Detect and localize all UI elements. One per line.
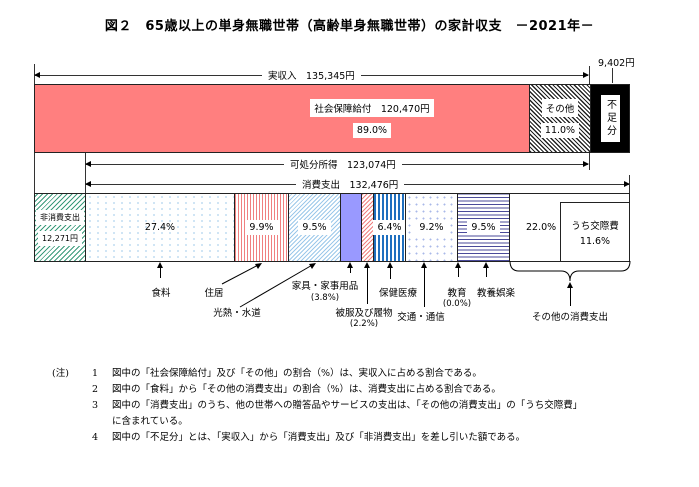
category-culture: 教養娯楽 bbox=[476, 288, 516, 299]
utilities-segment: 9.5% bbox=[288, 193, 341, 262]
note-text: に含まれている。 bbox=[112, 416, 188, 427]
note-number bbox=[92, 414, 112, 430]
utilities-percent: 9.5% bbox=[298, 220, 331, 235]
social-expense-percent: 11.6% bbox=[579, 235, 611, 247]
other-consumption-brace bbox=[509, 261, 631, 282]
food-pointer bbox=[157, 262, 163, 278]
category-furniture: 家具・家事用品 bbox=[291, 281, 359, 292]
social-expense-subsegment: うち交際費 11.6% bbox=[560, 202, 630, 262]
note-row: 4 図中の「不足分」とは、「実収入」から「消費支出」及び「非消費支出」を差し引い… bbox=[52, 430, 582, 446]
disposable-start-guide bbox=[85, 153, 86, 193]
category-furniture-percent: (3.8%) bbox=[310, 293, 340, 303]
income-total-label: 実収入 135,345円 bbox=[262, 68, 361, 82]
food-percent: 27.4% bbox=[144, 222, 176, 233]
shortfall-segment: 不足分 bbox=[590, 84, 630, 153]
housing-percent: 9.9% bbox=[245, 220, 278, 235]
note-row: に含まれている。 bbox=[52, 414, 582, 430]
diagonal-pointers bbox=[221, 263, 316, 308]
transport-segment: 9.2% bbox=[405, 193, 458, 262]
furniture-segment bbox=[340, 193, 362, 262]
category-clothing: 被服及び履物 bbox=[335, 308, 393, 319]
note-text: 図中の「消費支出」のうち、他の世帯への贈答品やサービスの支出は、「その他の消費支… bbox=[112, 400, 583, 411]
social-expense-label: うち交際費 bbox=[571, 220, 619, 232]
category-other-consumption: その他の消費支出 bbox=[531, 312, 609, 323]
chart-title: 図２ 65歳以上の単身無職世帯（高齢単身無職世帯）の家計収支 －2021年－ bbox=[104, 19, 595, 34]
consumption-label: 消費支出 132,476円 bbox=[296, 177, 405, 191]
culture-percent: 9.5% bbox=[467, 220, 500, 235]
category-utilities: 光熱・水道 bbox=[213, 308, 261, 319]
social-security-label: 社会保障給付 120,470円 bbox=[310, 99, 434, 117]
category-transport: 交通・通信 bbox=[397, 312, 445, 323]
category-education: 教育 bbox=[447, 288, 467, 299]
furniture-pointer bbox=[347, 262, 353, 273]
non-consumption-label: 非消費支出 bbox=[36, 209, 84, 225]
other-income-segment: その他 11.0% bbox=[529, 84, 591, 153]
other-income-label: その他 bbox=[541, 99, 579, 117]
education-pointer bbox=[455, 262, 461, 277]
note-number: 4 bbox=[92, 432, 99, 443]
note-row: 2 図中の「食料」から「その他の消費支出」の割合（%）は、消費支出に占める割合で… bbox=[52, 382, 582, 398]
non-consumption-segment: 非消費支出 12,271円 bbox=[34, 193, 86, 262]
social-security-segment: 社会保障給付 120,470円 89.0% bbox=[34, 84, 530, 153]
consumption-end-guide bbox=[629, 175, 630, 193]
culture-pointer bbox=[483, 262, 489, 277]
shortfall-pointer bbox=[612, 68, 613, 83]
housing-segment: 9.9% bbox=[234, 193, 289, 262]
category-education-percent: (0.0%) bbox=[442, 299, 472, 309]
note-number: 1 bbox=[92, 368, 99, 379]
notes: (注) 1 図中の「社会保障給付」及び「その他」の割合（%）は、実収入に占める割… bbox=[52, 366, 582, 446]
other-income-percent: 11.0% bbox=[540, 123, 580, 138]
note-text: 図中の「食料」から「その他の消費支出」の割合（%）は、消費支出に占める割合である… bbox=[112, 384, 501, 395]
health-pointer bbox=[387, 262, 393, 279]
transport-pointer bbox=[421, 262, 427, 307]
shortfall-label: 不足分 bbox=[600, 95, 620, 142]
note-text: 図中の「社会保障給付」及び「その他」の割合（%）は、実収入に占める割合である。 bbox=[112, 368, 482, 379]
note-row: 3 図中の「消費支出」のうち、他の世帯への贈答品やサービスの支出は、「その他の消… bbox=[52, 398, 582, 414]
category-health: 保健医療 bbox=[378, 288, 418, 299]
note-text: 図中の「不足分」とは、「実収入」から「消費支出」及び「非消費支出」を差し引いた額… bbox=[112, 432, 526, 443]
transport-percent: 9.2% bbox=[415, 220, 448, 235]
clothing-pointer bbox=[364, 262, 370, 304]
shortfall-amount: 9,402円 bbox=[598, 58, 635, 69]
category-housing: 住居 bbox=[204, 288, 224, 299]
health-segment: 6.4% bbox=[373, 193, 406, 262]
category-clothing-percent: (2.2%) bbox=[349, 319, 379, 329]
food-segment: 27.4% bbox=[85, 193, 235, 262]
other-consumption-percent: 22.0% bbox=[522, 220, 561, 235]
health-percent: 6.4% bbox=[373, 220, 406, 235]
notes-head: (注) bbox=[52, 368, 69, 379]
disposable-income-label: 可処分所得 123,074円 bbox=[284, 157, 402, 171]
note-row: (注) 1 図中の「社会保障給付」及び「その他」の割合（%）は、実収入に占める割… bbox=[52, 366, 582, 382]
category-food: 食料 bbox=[151, 288, 171, 299]
left-guide bbox=[34, 64, 35, 262]
other-consumption-pointer bbox=[567, 282, 573, 306]
culture-segment: 9.5% bbox=[457, 193, 510, 262]
note-number: 2 bbox=[92, 384, 99, 395]
note-number: 3 bbox=[92, 400, 99, 411]
social-security-percent: 89.0% bbox=[352, 123, 392, 138]
non-consumption-amount: 12,271円 bbox=[38, 230, 82, 246]
